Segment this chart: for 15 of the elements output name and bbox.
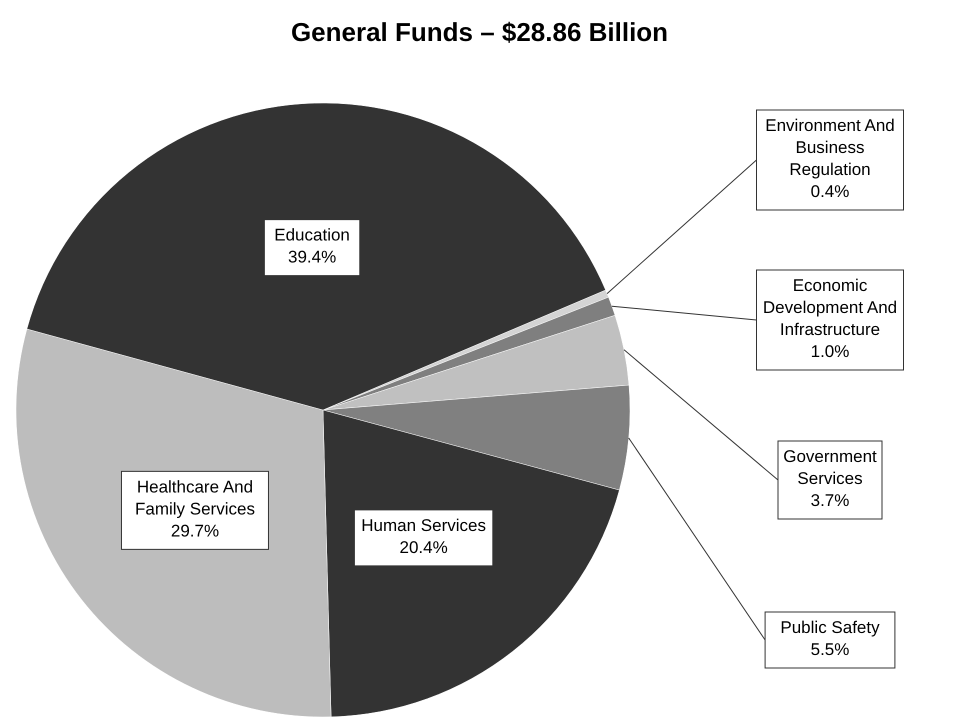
data-label: 0.4%: [810, 182, 850, 201]
data-label: 3.7%: [810, 491, 850, 510]
slice-label: Environment And Business Regulation: [765, 116, 895, 179]
slice-label: Public Safety: [780, 618, 880, 637]
chart-title: General Funds – $28.86 Billion: [290, 17, 668, 47]
slice-label: Human Services: [361, 516, 486, 535]
data-label: 20.4%: [400, 538, 448, 557]
data-label: 29.7%: [170, 521, 220, 540]
slice-label: Economic Development And Infrastructure: [762, 276, 898, 339]
data-label: 1.0%: [810, 342, 850, 361]
data-label: 5.5%: [810, 640, 850, 659]
slice-label: Government Services: [783, 447, 878, 488]
slice-label: Healthcare And Family Services: [134, 477, 255, 518]
data-label: 39.4%: [288, 248, 336, 267]
slice-label: Education: [274, 226, 350, 245]
